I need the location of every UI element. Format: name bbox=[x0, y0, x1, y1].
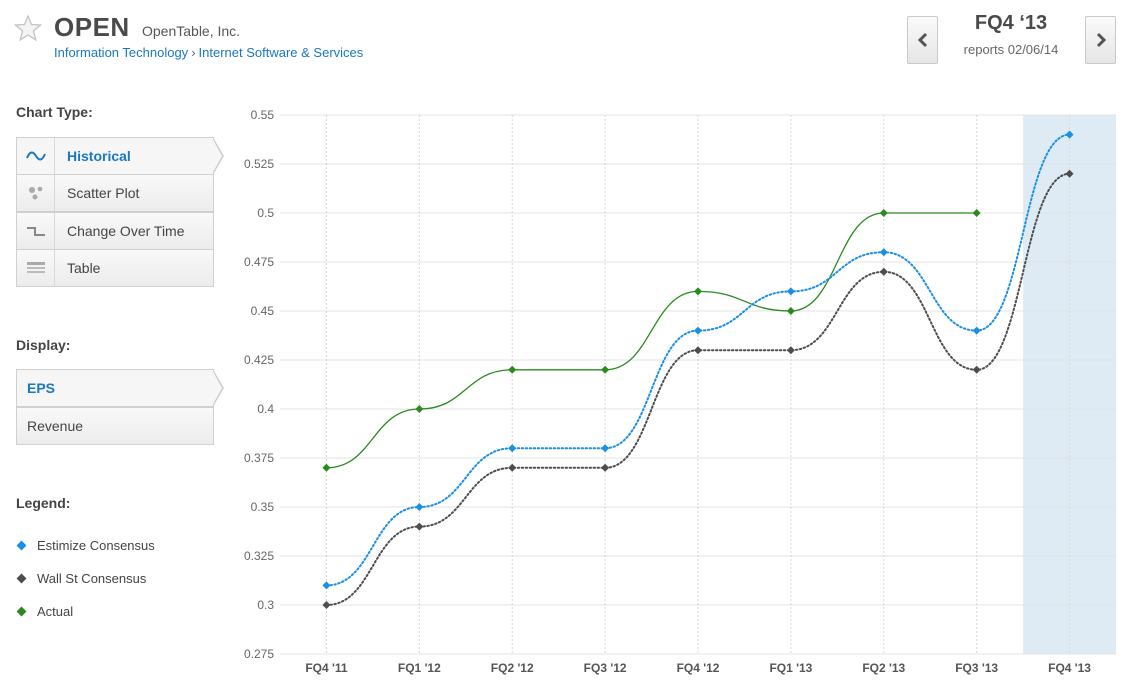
y-tick-label: 0.3 bbox=[257, 598, 274, 612]
breadcrumb-sector[interactable]: Information Technology bbox=[54, 45, 189, 60]
series-line-wall-st-consensus bbox=[325, 172, 1071, 606]
y-tick-label: 0.375 bbox=[244, 451, 274, 465]
legend-marker-estimize bbox=[16, 540, 27, 551]
data-point-wall-st-consensus bbox=[1065, 169, 1074, 178]
data-point-estimize-consensus bbox=[1065, 130, 1074, 139]
x-tick-label: FQ4 '12 bbox=[677, 661, 720, 675]
y-tick-label: 0.4 bbox=[257, 402, 274, 416]
display-revenue-label: Revenue bbox=[27, 418, 84, 434]
data-point-estimize-consensus bbox=[786, 287, 795, 296]
data-point-actual bbox=[415, 405, 424, 413]
y-tick-label: 0.425 bbox=[244, 353, 274, 367]
y-tick-label: 0.5 bbox=[257, 206, 274, 220]
y-tick-label: 0.525 bbox=[244, 157, 274, 171]
display-label: Display: bbox=[16, 337, 71, 353]
data-point-wall-st-consensus bbox=[508, 463, 517, 472]
legend-actual-label: Actual bbox=[37, 604, 74, 619]
scatter-icon bbox=[28, 186, 42, 200]
breadcrumb-separator: › bbox=[191, 45, 196, 60]
y-tick-label: 0.475 bbox=[244, 255, 274, 269]
data-point-wall-st-consensus bbox=[601, 463, 610, 472]
previous-period-button[interactable] bbox=[907, 16, 938, 64]
x-tick-label: FQ4 '13 bbox=[1048, 661, 1091, 675]
chart-type-historical[interactable]: Historical bbox=[16, 137, 224, 175]
star-icon[interactable] bbox=[14, 14, 42, 42]
legend-wallst-label: Wall St Consensus bbox=[37, 571, 147, 586]
breadcrumb: Information Technology › Internet Software… bbox=[54, 45, 363, 60]
next-period-button[interactable] bbox=[1085, 16, 1116, 64]
data-point-actual bbox=[322, 463, 331, 472]
x-tick-label: FQ3 '12 bbox=[584, 661, 627, 675]
data-point-actual bbox=[694, 287, 702, 296]
legend-marker-wallst bbox=[16, 573, 27, 584]
x-tick-label: FQ4 '11 bbox=[305, 661, 348, 675]
data-point-actual bbox=[972, 209, 981, 217]
display-eps-label: EPS bbox=[27, 380, 56, 396]
legend-wallst: Wall St Consensus bbox=[16, 571, 146, 586]
chart-type-historical-label: Historical bbox=[67, 148, 131, 164]
data-point-estimize-consensus bbox=[601, 444, 610, 453]
data-point-estimize-consensus bbox=[322, 581, 331, 590]
chart-type-change-over-time[interactable]: Change Over Time bbox=[16, 212, 214, 250]
y-tick-label: 0.55 bbox=[251, 108, 275, 122]
x-tick-label: FQ1 '13 bbox=[769, 661, 812, 675]
eps-chart: 0.55 0.525 0.5 0.475 0.45 0.425 0.4 0.375 0.35 0.… bbox=[244, 108, 1116, 675]
legend-actual: Actual bbox=[16, 604, 73, 619]
series-line-actual bbox=[325, 212, 978, 469]
chart-type-scatter[interactable]: Scatter Plot bbox=[16, 174, 214, 212]
data-point-wall-st-consensus bbox=[322, 601, 331, 609]
display-revenue[interactable]: Revenue bbox=[16, 407, 214, 445]
period-title: FQ4 ‘13 bbox=[974, 12, 1048, 34]
data-point-wall-st-consensus bbox=[415, 522, 424, 531]
step-icon bbox=[26, 227, 45, 236]
data-point-actual bbox=[879, 209, 888, 217]
company-name: OpenTable, Inc. bbox=[142, 23, 241, 39]
table-icon bbox=[26, 262, 45, 273]
data-point-wall-st-consensus bbox=[972, 365, 981, 374]
data-point-actual bbox=[786, 307, 795, 315]
chart-type-table[interactable]: Table bbox=[16, 249, 214, 287]
x-tick-label: FQ2 '12 bbox=[491, 661, 534, 675]
wave-icon bbox=[25, 151, 46, 161]
x-tick-label: FQ2 '13 bbox=[862, 661, 905, 675]
chevron-right-icon bbox=[1096, 32, 1106, 48]
data-point-actual bbox=[601, 365, 610, 374]
data-point-wall-st-consensus bbox=[879, 267, 888, 276]
chart-type-label: Chart Type: bbox=[16, 104, 93, 120]
ticker-symbol: OPEN bbox=[54, 12, 130, 42]
y-tick-label: 0.325 bbox=[244, 549, 274, 563]
chart-type-table-label: Table bbox=[67, 260, 101, 276]
y-tick-label: 0.45 bbox=[251, 304, 275, 318]
data-point-estimize-consensus bbox=[879, 248, 888, 257]
data-point-estimize-consensus bbox=[508, 444, 517, 453]
series-line-estimize-consensus bbox=[325, 133, 1071, 587]
legend-estimize-label: Estimize Consensus bbox=[37, 538, 155, 553]
y-tick-label: 0.35 bbox=[251, 500, 275, 514]
legend-label: Legend: bbox=[16, 495, 71, 511]
chevron-left-icon bbox=[917, 32, 927, 48]
data-point-wall-st-consensus bbox=[786, 346, 795, 355]
breadcrumb-industry[interactable]: Internet Software & Services bbox=[198, 45, 364, 60]
data-point-wall-st-consensus bbox=[694, 346, 702, 355]
x-tick-label: FQ3 '13 bbox=[955, 661, 998, 675]
display-eps[interactable]: EPS bbox=[16, 369, 224, 407]
chart-type-change-over-time-label: Change Over Time bbox=[67, 223, 185, 239]
legend-estimize: Estimize Consensus bbox=[16, 538, 155, 553]
report-date: reports 02/06/14 bbox=[963, 42, 1059, 57]
legend-marker-actual bbox=[16, 606, 27, 617]
data-point-actual bbox=[508, 365, 517, 374]
y-tick-label: 0.275 bbox=[244, 647, 274, 661]
data-point-estimize-consensus bbox=[694, 326, 702, 335]
chart-type-scatter-label: Scatter Plot bbox=[67, 185, 140, 201]
x-tick-label: FQ1 '12 bbox=[398, 661, 441, 675]
data-point-estimize-consensus bbox=[972, 326, 981, 335]
data-point-estimize-consensus bbox=[415, 503, 424, 511]
